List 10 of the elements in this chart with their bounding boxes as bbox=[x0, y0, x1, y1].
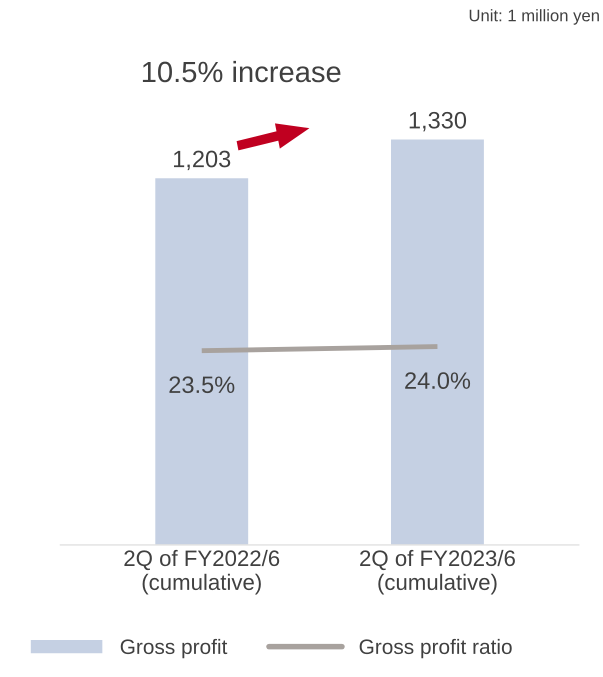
legend-label: Gross profit ratio bbox=[360, 638, 512, 658]
x-tick-label: 2Q of FY2023/6 (cumulative) bbox=[360, 550, 515, 594]
x-tick-label: 2Q of FY2022/6 (cumulative) bbox=[124, 550, 280, 594]
data-label: 1,203 bbox=[174, 150, 230, 170]
text: Unit: 1 million yen bbox=[470, 9, 599, 25]
data-label: 1,330 bbox=[410, 112, 466, 132]
legend-label: Gross profit bbox=[120, 638, 228, 658]
data-label: 24.0% bbox=[405, 372, 470, 389]
data-label: 23.5% bbox=[169, 376, 234, 394]
chart-title: 10.5% increase bbox=[142, 60, 340, 82]
